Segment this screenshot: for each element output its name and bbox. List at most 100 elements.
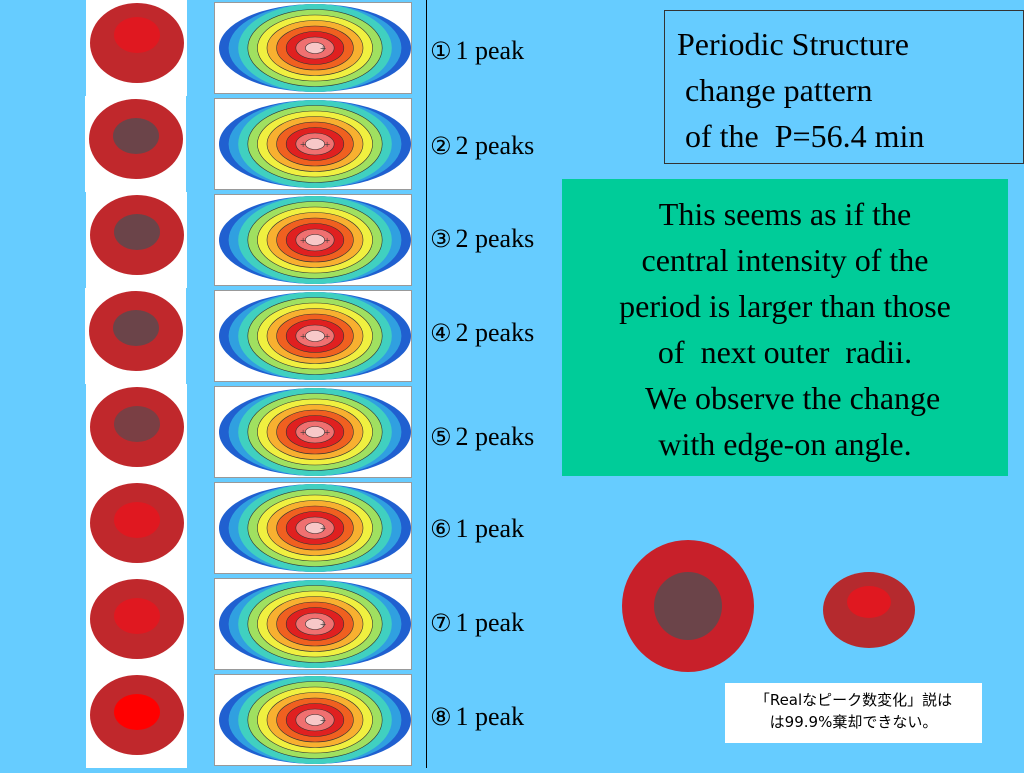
title-line-3: of the P=56.4 min: [677, 118, 925, 154]
contour-plot: + +: [214, 98, 412, 190]
contour-plot: +: [214, 578, 412, 670]
peak-marker: +: [324, 139, 330, 151]
disk-schematic: [90, 3, 184, 83]
contour-map: + +: [219, 100, 411, 188]
disk-cell: [86, 192, 187, 288]
peak-marker: +: [300, 139, 306, 151]
contour-level: [305, 330, 325, 342]
disk-center: [114, 598, 160, 634]
peak-marker: +: [324, 235, 330, 247]
contour-level: [305, 426, 325, 438]
contour-map: + +: [219, 388, 411, 476]
contour-level: [305, 618, 325, 630]
contour-plot: +: [214, 674, 412, 766]
peak-marker: +: [300, 331, 306, 343]
peak-label-text: 2 peaks: [455, 422, 535, 451]
title-line-1: Periodic Structure: [677, 26, 909, 62]
contour-level: [305, 714, 325, 726]
disk-cell: [86, 672, 187, 768]
contour-level: [305, 234, 325, 246]
contour-level: [305, 42, 325, 54]
peak-marker: +: [300, 235, 306, 247]
explanation-box: This seems as if the central intensity o…: [562, 179, 1008, 476]
peak-marker: +: [324, 427, 330, 439]
disk-cell: [85, 96, 186, 192]
contour-map: +: [219, 676, 411, 764]
peak-label-text: 1 peak: [455, 608, 525, 637]
contour-map: +: [219, 580, 411, 668]
disk-center: [114, 214, 160, 250]
peak-label-number: ③: [430, 225, 452, 253]
peak-marker: +: [320, 43, 326, 55]
peak-label-number: ⑦: [430, 609, 452, 637]
edge-on-disk-center: [847, 586, 891, 618]
disk-cell: [86, 480, 187, 576]
disk-illustrations: [622, 540, 915, 672]
disk-schematic: [90, 483, 184, 563]
peak-label-text: 1 peak: [455, 36, 525, 65]
contour-map: + +: [219, 292, 411, 380]
peak-marker: +: [300, 427, 306, 439]
title-line-2: change pattern: [677, 72, 873, 108]
contour-level: [305, 138, 325, 150]
disk-center: [114, 502, 160, 538]
peak-label-number: ⑤: [430, 423, 452, 451]
title-box: Periodic Structure change pattern of the…: [664, 10, 1024, 164]
peak-label-text: 1 peak: [455, 702, 525, 731]
explanation-line-1: This seems as if the: [658, 196, 912, 232]
peak-label-number: ②: [430, 132, 452, 160]
disk-schematic: [89, 291, 183, 371]
explanation-line-4: of next outer radii.: [657, 334, 913, 370]
explanation-line-2: central intensity of the: [641, 242, 929, 278]
peak-label-text: 2 peaks: [455, 131, 535, 160]
contour-map: +: [219, 484, 411, 572]
peak-label-number: ①: [430, 37, 452, 65]
peak-marker: +: [320, 715, 326, 727]
contour-map: +: [219, 4, 411, 92]
peak-label-text: 2 peaks: [455, 224, 535, 253]
contour-plot: + +: [214, 194, 412, 286]
face-on-disk-center: [654, 572, 722, 640]
peak-label-number: ⑥: [430, 515, 452, 543]
contour-plot: +: [214, 2, 412, 94]
disk-center: [114, 694, 160, 730]
peak-label-text: 1 peak: [455, 514, 525, 543]
contour-plot: + +: [214, 290, 412, 382]
divider-line: [426, 0, 427, 768]
disk-cell: [86, 576, 187, 672]
contour-plot: + +: [214, 386, 412, 478]
contour-level: [305, 522, 325, 534]
disk-schematic: [90, 675, 184, 755]
contour-map: + +: [219, 196, 411, 284]
disk-center: [114, 406, 160, 442]
explanation-line-6: with edge-on angle.: [658, 426, 912, 462]
peak-marker: +: [324, 331, 330, 343]
contour-plot: +: [214, 482, 412, 574]
disk-cell: [86, 0, 187, 96]
peak-label-text: 2 peaks: [455, 318, 535, 347]
disk-center: [113, 310, 159, 346]
note-line-2: は99.9%棄却できない。: [769, 713, 938, 731]
peak-label-number: ④: [430, 319, 452, 347]
peak-marker: +: [320, 619, 326, 631]
peak-label-number: ⑧: [430, 703, 452, 731]
explanation-line-5: We observe the change: [629, 380, 941, 416]
disk-schematic: [90, 387, 184, 467]
explanation-line-3: period is larger than those: [619, 288, 951, 324]
note-line-1: 「Realなピーク数変化」説は: [754, 691, 953, 709]
disk-schematic: [89, 99, 183, 179]
peak-marker: +: [320, 523, 326, 535]
disk-center: [114, 17, 160, 53]
disk-center: [113, 118, 159, 154]
disk-schematic: [90, 579, 184, 659]
disk-cell: [86, 384, 187, 480]
disk-cell: [85, 288, 186, 384]
